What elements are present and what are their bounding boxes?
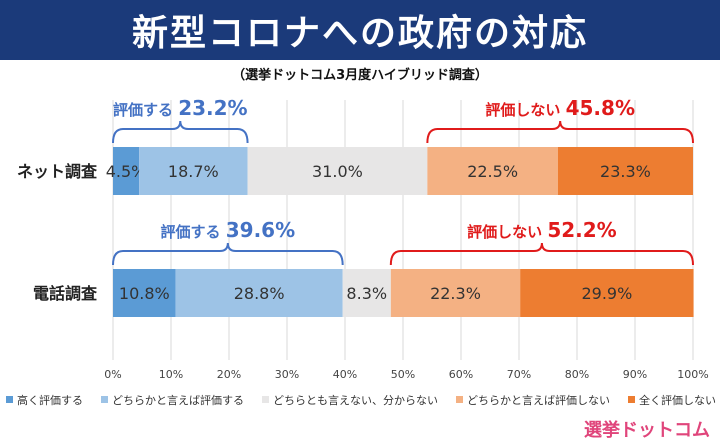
data-label: 8.3% bbox=[346, 284, 387, 303]
x-tick-label: 90% bbox=[623, 368, 647, 381]
data-label: 22.3% bbox=[430, 284, 481, 303]
legend-label: どちらかと言えば評価する bbox=[112, 393, 244, 407]
eval-brace bbox=[112, 120, 249, 144]
x-tick-label: 80% bbox=[565, 368, 589, 381]
chart-subtitle: （選挙ドットコム3月度ハイブリッド調査） bbox=[232, 68, 488, 83]
not-eval-annotation: 評価しない 52.2% bbox=[467, 218, 617, 242]
title-banner: 新型コロナへの政府の対応 bbox=[0, 0, 720, 60]
eval-annotation: 評価する 23.2% bbox=[113, 96, 248, 120]
not-eval-annotation: 評価しない 45.8% bbox=[485, 96, 635, 120]
x-tick-label: 0% bbox=[104, 368, 121, 381]
x-tick-label: 40% bbox=[333, 368, 357, 381]
x-tick-label: 100% bbox=[677, 368, 708, 381]
bar-segment bbox=[520, 269, 694, 317]
data-label: 18.7% bbox=[168, 162, 219, 181]
bar-segment bbox=[247, 147, 428, 195]
legend-swatch bbox=[262, 396, 269, 403]
bar-segment bbox=[139, 147, 248, 195]
data-label: 10.8% bbox=[119, 284, 170, 303]
x-tick-label: 50% bbox=[391, 368, 415, 381]
bar-segment bbox=[557, 147, 693, 195]
category-label: ネット調査 bbox=[17, 162, 97, 181]
legend-swatch bbox=[628, 396, 635, 403]
x-tick-label: 30% bbox=[275, 368, 299, 381]
legend-swatch bbox=[6, 396, 13, 403]
not-eval-brace bbox=[426, 120, 694, 144]
x-tick-label: 10% bbox=[159, 368, 183, 381]
bar-segment bbox=[342, 269, 391, 317]
legend-label: 全く評価しない bbox=[639, 393, 716, 407]
data-label: 23.3% bbox=[600, 162, 651, 181]
data-label: 28.8% bbox=[234, 284, 285, 303]
legend-label: 高く評価する bbox=[17, 393, 83, 407]
chart-title: 新型コロナへの政府の対応 bbox=[131, 13, 588, 54]
data-label: 4.5% bbox=[106, 162, 147, 181]
bar-segment bbox=[175, 269, 343, 317]
brand-logo: 選挙ドットコム bbox=[584, 420, 710, 441]
legend-swatch bbox=[456, 396, 463, 403]
data-label: 22.5% bbox=[467, 162, 518, 181]
legend-swatch bbox=[101, 396, 108, 403]
category-label: 電話調査 bbox=[33, 284, 97, 303]
x-tick-label: 60% bbox=[449, 368, 473, 381]
bar-segment bbox=[427, 147, 558, 195]
bar-segment bbox=[390, 269, 521, 317]
bar-segment bbox=[113, 147, 140, 195]
legend-label: どちらとも言えない、分からない bbox=[273, 394, 438, 407]
legend-label: どちらかと言えば評価しない bbox=[467, 393, 610, 407]
data-label: 29.9% bbox=[581, 284, 632, 303]
eval-annotation: 評価する 39.6% bbox=[161, 218, 296, 242]
bar-segment bbox=[113, 269, 176, 317]
data-label: 31.0% bbox=[312, 162, 363, 181]
x-tick-label: 20% bbox=[217, 368, 241, 381]
not-eval-brace bbox=[389, 242, 694, 266]
x-tick-label: 70% bbox=[507, 368, 531, 381]
eval-brace bbox=[112, 242, 344, 266]
